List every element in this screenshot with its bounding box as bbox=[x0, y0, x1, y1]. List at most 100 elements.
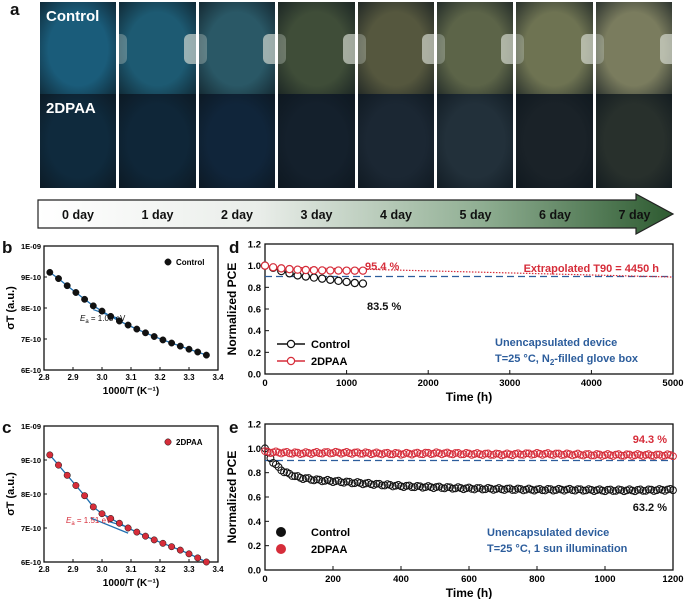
timeline-day-4: 4 day bbox=[380, 208, 412, 222]
panel-label-d: d bbox=[229, 238, 240, 257]
data-point bbox=[202, 558, 210, 566]
data-point-2dpaa bbox=[261, 447, 269, 456]
y-axis-label: σT (a.u.) bbox=[5, 472, 17, 516]
data-point bbox=[176, 546, 184, 554]
data-point-control bbox=[633, 486, 642, 494]
legend-marker bbox=[286, 356, 296, 366]
y-tick-label: 1.2 bbox=[248, 240, 261, 251]
data-point-2dpaa bbox=[652, 450, 661, 459]
photo-2dpaa-day-5 bbox=[436, 94, 514, 188]
data-point bbox=[98, 510, 106, 518]
activation-energy-label: Ea = 1.51 eV bbox=[66, 516, 112, 527]
legend-marker bbox=[286, 339, 296, 349]
data-point-control bbox=[609, 487, 618, 495]
data-point-2dpaa bbox=[296, 450, 305, 458]
y-tick-label: 0.2 bbox=[248, 541, 261, 552]
data-point-2dpaa bbox=[315, 449, 324, 458]
data-point-2dpaa bbox=[552, 449, 560, 458]
data-point bbox=[150, 536, 158, 544]
y-tick-label: 0.4 bbox=[248, 326, 262, 337]
legend-label-2dpaa: 2DPAA bbox=[311, 356, 348, 368]
x-tick-label: 3000 bbox=[499, 378, 520, 389]
data-point-2dpaa bbox=[293, 265, 302, 274]
x-tick-label: 2.8 bbox=[38, 565, 50, 574]
data-point-2dpaa bbox=[380, 449, 389, 458]
condition-line-2: T=25 °C, N2-filled glove box bbox=[495, 353, 639, 367]
data-point-2dpaa bbox=[658, 452, 667, 460]
fit-curve bbox=[49, 454, 207, 563]
data-point bbox=[46, 451, 54, 459]
data-point-control bbox=[639, 486, 647, 495]
data-point-2dpaa bbox=[356, 449, 365, 458]
data-point-control bbox=[318, 477, 327, 486]
timeline-day-1: 1 day bbox=[142, 208, 174, 222]
data-point-2dpaa bbox=[546, 450, 555, 459]
legend-marker bbox=[164, 438, 172, 446]
timeline-day-7: 7 day bbox=[619, 208, 651, 222]
y-tick-label: 1.0 bbox=[248, 444, 261, 455]
retention-control-label: 83.5 % bbox=[367, 301, 401, 313]
data-point-control bbox=[508, 486, 517, 494]
x-tick-label: 3.3 bbox=[183, 373, 195, 382]
data-point-2dpaa bbox=[582, 450, 590, 459]
y-tick-label: 0.8 bbox=[248, 283, 261, 294]
y-tick-label: 7E-10 bbox=[21, 335, 41, 344]
data-point bbox=[142, 532, 149, 540]
data-point-control bbox=[432, 483, 441, 491]
data-point-2dpaa bbox=[350, 448, 359, 457]
y-axis-label: Normalized PCE bbox=[225, 451, 239, 544]
data-point bbox=[107, 515, 115, 522]
chart-b: 2.8 2.9 3.0 3.1 3.2 3.3 3.4 6E-10 7E-10 8E-10 9E-1… bbox=[5, 242, 224, 397]
data-point-control bbox=[317, 274, 327, 283]
data-point-2dpaa bbox=[421, 448, 430, 457]
data-point bbox=[89, 302, 97, 310]
x-tick-label: 3.3 bbox=[183, 565, 195, 574]
panel-label-c: c bbox=[2, 418, 12, 437]
data-point bbox=[55, 461, 62, 469]
legend-marker bbox=[164, 258, 172, 266]
tangent-line bbox=[93, 308, 120, 320]
data-point-control bbox=[478, 485, 487, 494]
legend-label: Control bbox=[176, 258, 204, 267]
data-point-control bbox=[291, 472, 299, 481]
legend-label-2dpaa: 2DPAA bbox=[311, 544, 348, 556]
timeline-day-3: 3 day bbox=[301, 208, 333, 222]
x-tick-label: 1200 bbox=[662, 574, 683, 585]
data-point-control bbox=[644, 485, 653, 494]
data-point-2dpaa bbox=[647, 451, 656, 460]
data-point-control bbox=[271, 460, 280, 469]
y-tick-label: 0.8 bbox=[248, 468, 261, 479]
data-point-control bbox=[288, 472, 297, 480]
x-tick-label: 2.9 bbox=[67, 565, 79, 574]
data-point-2dpaa bbox=[280, 448, 288, 457]
photo-control-day-5 bbox=[436, 2, 514, 96]
data-point-control bbox=[538, 486, 547, 495]
y-tick-label: 9E-10 bbox=[21, 273, 41, 282]
timeline-day-6: 6 day bbox=[539, 208, 571, 222]
y-tick-label: 0.2 bbox=[248, 348, 261, 359]
data-point-2dpaa bbox=[557, 451, 566, 459]
y-axis-label: Normalized PCE bbox=[225, 263, 239, 356]
data-point-control bbox=[437, 484, 446, 492]
x-axis-label: 1000/T (K⁻¹) bbox=[103, 578, 159, 589]
y-tick-label: 9E-10 bbox=[21, 456, 41, 465]
data-point-2dpaa bbox=[386, 450, 395, 459]
x-axis-label: Time (h) bbox=[446, 390, 492, 404]
data-point-2dpaa bbox=[285, 264, 294, 274]
retention-2dpaa-label: 94.3 % bbox=[633, 434, 667, 446]
photo-control-day-2 bbox=[198, 2, 276, 96]
extrapolation-line bbox=[264, 266, 674, 278]
data-point bbox=[115, 519, 123, 527]
x-tick-label: 600 bbox=[461, 574, 477, 585]
data-point bbox=[194, 348, 202, 356]
data-point-2dpaa bbox=[301, 265, 311, 275]
data-point-control bbox=[669, 486, 677, 495]
x-tick-label: 3.4 bbox=[212, 373, 224, 382]
data-point-2dpaa bbox=[456, 450, 465, 459]
condition-line-2: T=25 °C, 1 sun illumination bbox=[487, 543, 628, 555]
y-axis-label: σT (a.u.) bbox=[5, 286, 17, 330]
data-point-control bbox=[312, 475, 321, 484]
data-point-2dpaa bbox=[611, 450, 620, 459]
data-point bbox=[142, 329, 149, 337]
data-point bbox=[194, 554, 202, 562]
